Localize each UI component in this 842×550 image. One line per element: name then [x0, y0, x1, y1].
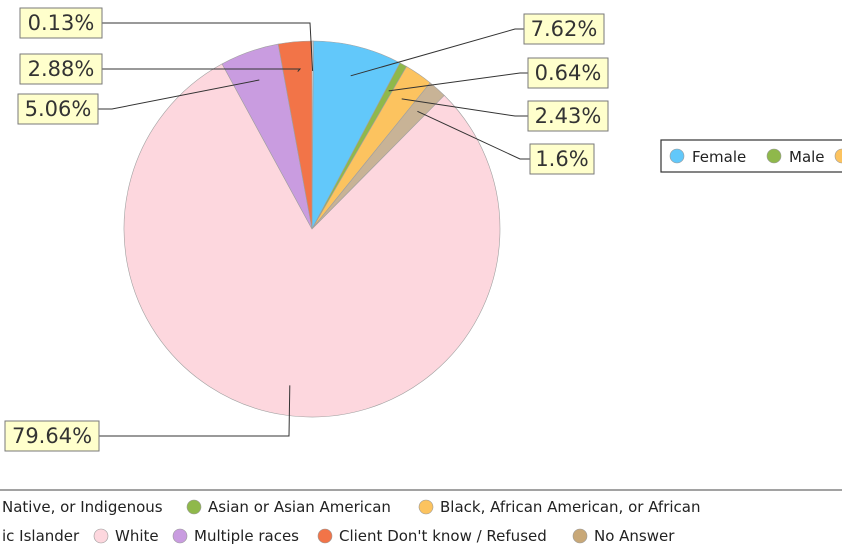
data-label-c3: 0.64% — [535, 61, 602, 85]
legend-bottom-label-7: No Answer — [594, 527, 675, 545]
legend-bottom-label-3: ic Islander — [2, 527, 80, 545]
data-label-box-c8 — [19, 53, 103, 85]
legend-bottom-marker-6 — [317, 528, 333, 544]
legend-bottom-label-2: Black, African American, or African — [440, 498, 701, 516]
data-label-c8: 2.88% — [28, 57, 95, 81]
data-label-c2: 7.62% — [531, 17, 598, 41]
legend-top-marker-0 — [669, 148, 685, 164]
data-label-c1: 0.13% — [28, 11, 95, 35]
leader-line-c5 — [417, 110, 530, 160]
top-legend: Female Male — [660, 139, 842, 173]
data-label-c5: 1.6% — [535, 147, 588, 171]
legend-bottom-label-5: Multiple races — [194, 527, 299, 545]
leader-line-c1 — [102, 22, 314, 72]
legend-bottom-marker-2 — [418, 499, 434, 515]
legend-top-label-1: Male — [789, 148, 825, 166]
legend-top-marker-1 — [766, 148, 782, 164]
leader-line-c8 — [102, 68, 302, 72]
legend-bottom-marker-5 — [172, 528, 188, 544]
data-label-c6: 79.64% — [12, 424, 92, 448]
leader-line-c6 — [99, 385, 291, 437]
legend-bottom-label-4: White — [115, 527, 159, 545]
data-label-box-c4 — [527, 100, 609, 132]
bottom-legend: Native, or Indigenous Asian or Asian Amer… — [2, 498, 701, 545]
legend-bottom-marker-1 — [186, 499, 202, 515]
leader-line-c2 — [350, 28, 524, 77]
legend-top-label-0: Female — [692, 148, 746, 166]
pie-slice-c8 — [277, 40, 313, 230]
data-label-box-c2 — [523, 13, 605, 45]
legend-bottom-label-0: Native, or Indigenous — [2, 498, 163, 516]
data-label-c4: 2.43% — [535, 104, 602, 128]
legend-bottom-label-1: Asian or Asian American — [208, 498, 391, 516]
leader-line-c3 — [388, 72, 528, 92]
data-label-c7: 5.06% — [25, 97, 92, 121]
legend-bottom-marker-4 — [93, 528, 109, 544]
data-label-box-c3 — [527, 57, 609, 89]
pie-slice-c6 — [123, 63, 501, 418]
data-label-box-c7 — [17, 93, 99, 125]
legend-bottom-marker-7 — [572, 528, 588, 544]
leader-line-c4 — [401, 98, 528, 117]
data-label-box-c1 — [19, 7, 103, 39]
legend-top-marker-2 — [834, 148, 842, 164]
legend-bottom-label-6: Client Don't know / Refused — [339, 527, 547, 545]
leader-line-c7 — [98, 79, 260, 110]
data-label-box-c6 — [4, 420, 100, 452]
data-label-box-c5 — [529, 143, 595, 175]
